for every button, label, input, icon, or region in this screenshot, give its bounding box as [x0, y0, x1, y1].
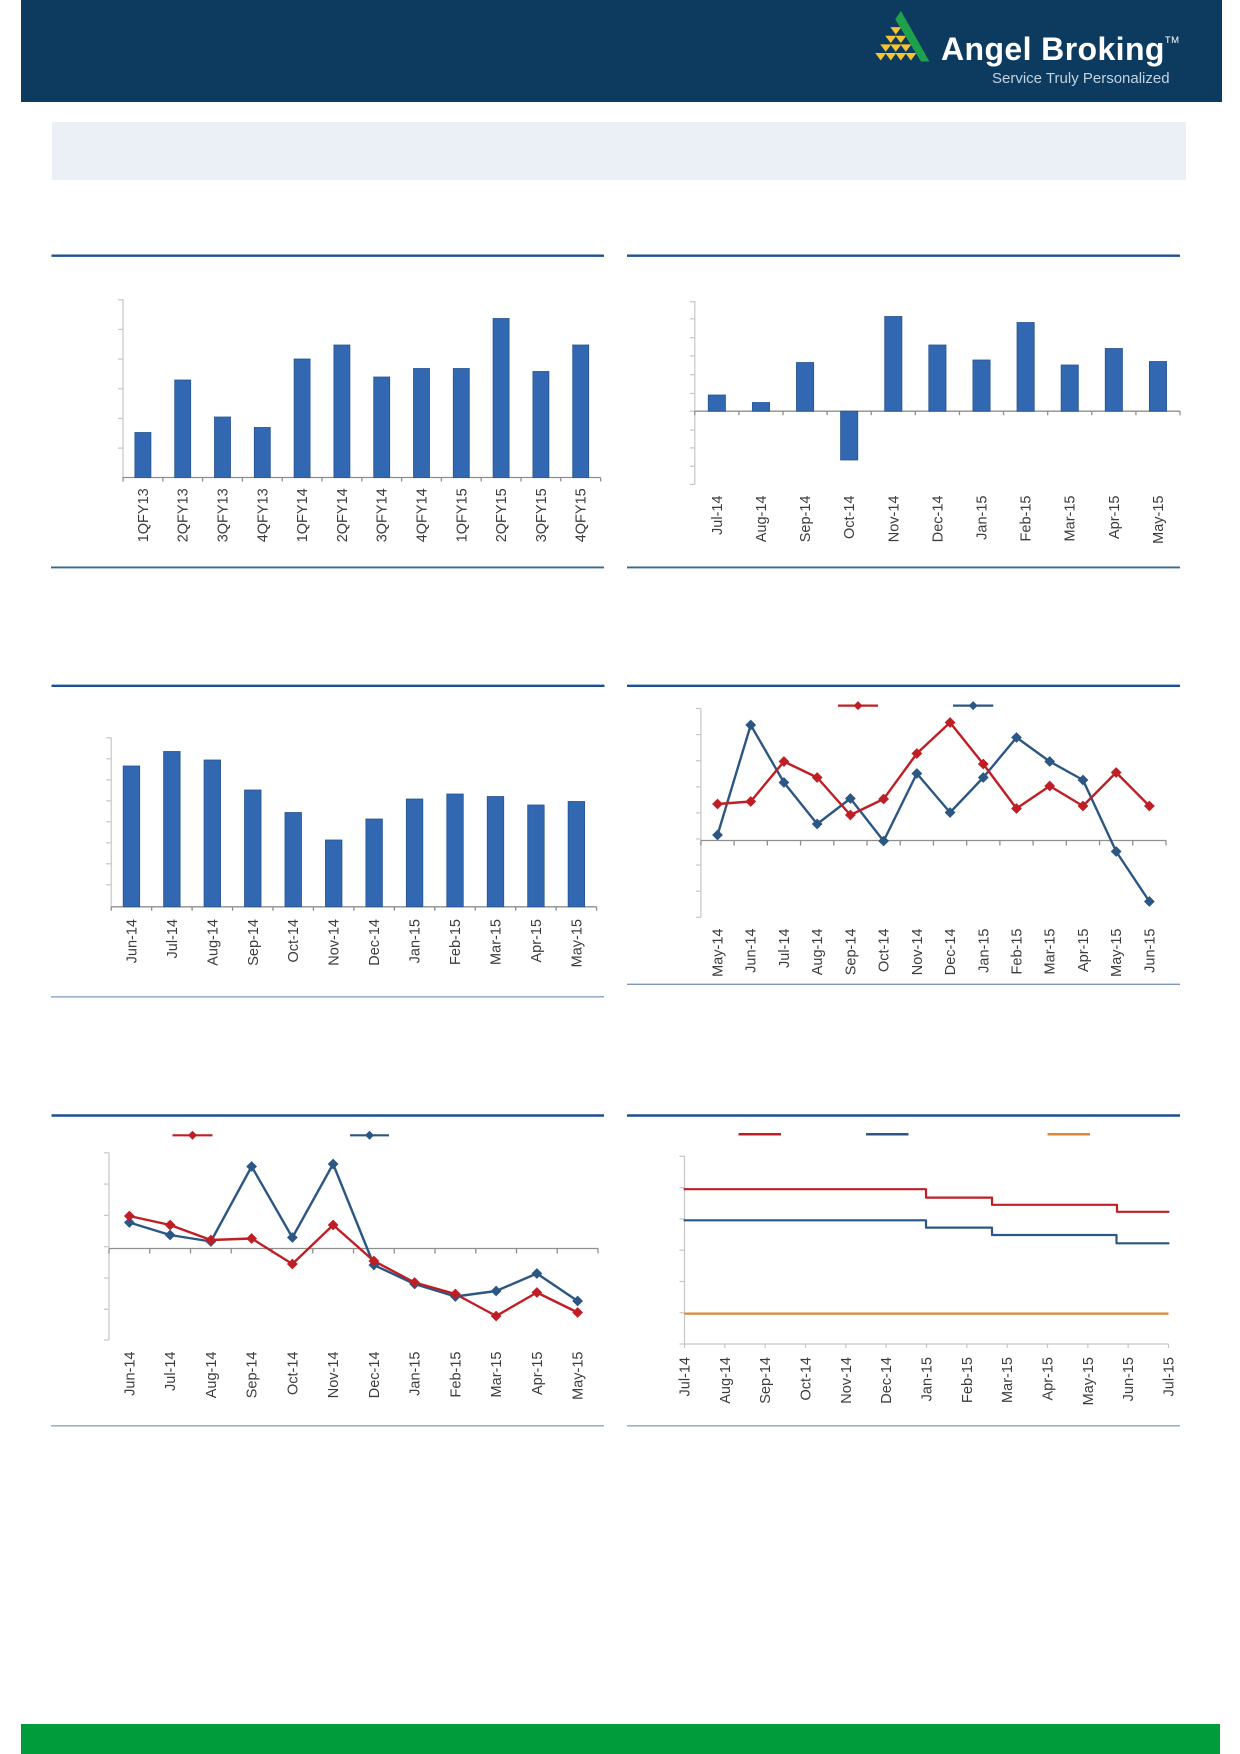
svg-text:Mar-15: Mar-15 — [488, 919, 504, 965]
svg-text:Jul-14: Jul-14 — [163, 1352, 179, 1392]
svg-text:4QFY13: 4QFY13 — [255, 488, 271, 542]
svg-text:Sep-14: Sep-14 — [843, 929, 859, 976]
svg-text:Nov-14: Nov-14 — [839, 1357, 855, 1404]
svg-text:Dec-14: Dec-14 — [367, 1352, 383, 1399]
svg-text:Nov-14: Nov-14 — [327, 919, 343, 966]
svg-text:4QFY15: 4QFY15 — [574, 488, 590, 542]
svg-text:Dec-14: Dec-14 — [943, 929, 959, 976]
svg-text:Jun-14: Jun-14 — [124, 919, 140, 963]
svg-text:May-15: May-15 — [571, 1352, 587, 1400]
svg-text:Nov-14: Nov-14 — [886, 496, 902, 543]
svg-text:Sep-14: Sep-14 — [758, 1357, 774, 1404]
svg-text:Apr-15: Apr-15 — [529, 919, 545, 963]
svg-text:Feb-15: Feb-15 — [448, 919, 464, 965]
svg-text:May-15: May-15 — [569, 919, 585, 967]
svg-text:1QFY15: 1QFY15 — [454, 488, 470, 542]
svg-text:Apr-15: Apr-15 — [1107, 496, 1123, 540]
svg-text:Apr-15: Apr-15 — [1076, 929, 1092, 973]
svg-text:4QFY14: 4QFY14 — [415, 488, 431, 542]
svg-text:3QFY15: 3QFY15 — [534, 488, 550, 542]
svg-text:Jun-15: Jun-15 — [1121, 1357, 1137, 1401]
svg-text:Sep-14: Sep-14 — [798, 496, 814, 543]
svg-text:Jan-15: Jan-15 — [975, 496, 991, 540]
svg-text:3QFY14: 3QFY14 — [375, 488, 391, 542]
svg-text:Apr-15: Apr-15 — [1041, 1357, 1057, 1401]
svg-text:Dec-14: Dec-14 — [367, 919, 383, 966]
svg-text:2QFY13: 2QFY13 — [176, 488, 192, 542]
svg-text:Jun-15: Jun-15 — [1142, 929, 1158, 973]
svg-text:Dec-14: Dec-14 — [879, 1357, 895, 1404]
svg-text:Oct-14: Oct-14 — [286, 919, 302, 963]
svg-text:Jan-15: Jan-15 — [408, 1352, 424, 1396]
svg-text:Jul-14: Jul-14 — [777, 929, 793, 969]
svg-text:Jul-14: Jul-14 — [678, 1357, 694, 1397]
svg-text:Aug-14: Aug-14 — [205, 919, 221, 966]
svg-text:Oct-14: Oct-14 — [842, 496, 858, 540]
svg-text:May-14: May-14 — [711, 929, 727, 977]
svg-text:Jan-15: Jan-15 — [976, 929, 992, 973]
svg-text:Aug-14: Aug-14 — [718, 1357, 734, 1404]
svg-text:Feb-15: Feb-15 — [1019, 496, 1035, 542]
svg-text:May-15: May-15 — [1151, 496, 1167, 544]
svg-text:Nov-14: Nov-14 — [326, 1352, 342, 1399]
svg-text:Aug-14: Aug-14 — [754, 496, 770, 543]
svg-text:Sep-14: Sep-14 — [245, 1352, 261, 1399]
svg-text:1QFY13: 1QFY13 — [136, 488, 152, 542]
svg-text:Aug-14: Aug-14 — [810, 929, 826, 976]
svg-text:Aug-14: Aug-14 — [204, 1352, 220, 1399]
svg-text:3QFY13: 3QFY13 — [216, 488, 232, 542]
svg-text:Mar-15: Mar-15 — [489, 1352, 505, 1398]
svg-text:2QFY14: 2QFY14 — [335, 488, 351, 542]
svg-text:Feb-15: Feb-15 — [448, 1352, 464, 1398]
svg-text:May-15: May-15 — [1109, 929, 1125, 977]
svg-text:Jan-15: Jan-15 — [408, 919, 424, 963]
svg-text:Feb-15: Feb-15 — [1010, 929, 1026, 975]
svg-text:Mar-15: Mar-15 — [1000, 1357, 1016, 1403]
svg-text:1QFY14: 1QFY14 — [295, 488, 311, 542]
svg-text:Feb-15: Feb-15 — [960, 1357, 976, 1403]
svg-text:Oct-14: Oct-14 — [285, 1352, 301, 1396]
svg-text:May-15: May-15 — [1081, 1357, 1097, 1405]
svg-text:Oct-14: Oct-14 — [799, 1357, 815, 1401]
svg-text:Jan-15: Jan-15 — [920, 1357, 936, 1401]
svg-text:Oct-14: Oct-14 — [877, 929, 893, 973]
svg-text:Mar-15: Mar-15 — [1063, 496, 1079, 542]
svg-text:Sep-14: Sep-14 — [246, 919, 262, 966]
svg-text:Nov-14: Nov-14 — [910, 929, 926, 976]
svg-text:Apr-15: Apr-15 — [530, 1352, 546, 1396]
svg-text:2QFY15: 2QFY15 — [494, 488, 510, 542]
svg-text:Jun-14: Jun-14 — [122, 1352, 138, 1396]
svg-text:Jul-14: Jul-14 — [710, 496, 726, 536]
svg-text:Jul-14: Jul-14 — [165, 919, 181, 959]
svg-text:Jun-14: Jun-14 — [744, 929, 760, 973]
svg-text:Jul-15: Jul-15 — [1162, 1357, 1178, 1397]
svg-text:Mar-15: Mar-15 — [1043, 929, 1059, 975]
svg-text:Dec-14: Dec-14 — [930, 496, 946, 543]
